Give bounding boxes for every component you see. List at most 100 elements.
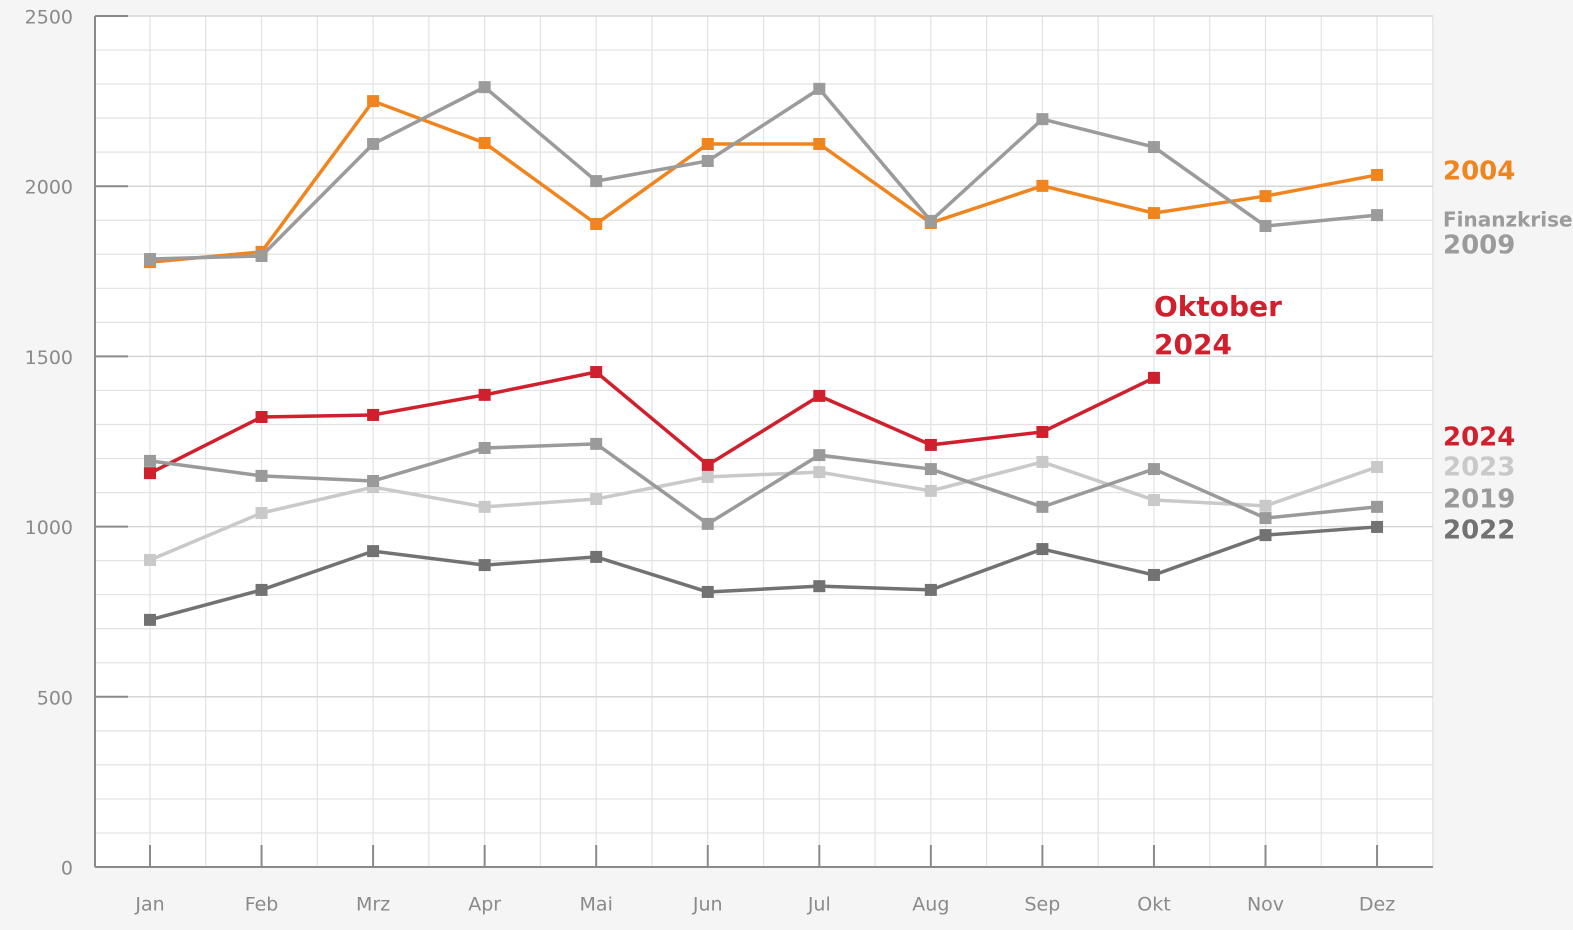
series-label: 2019 (1443, 485, 1515, 515)
x-tick-label: Aug (912, 894, 949, 916)
marker (255, 249, 268, 262)
marker (590, 550, 603, 563)
x-tick-label: Dez (1359, 894, 1395, 916)
marker (813, 466, 826, 479)
y-tick-label: 0 (61, 858, 73, 880)
marker (1036, 500, 1049, 513)
x-tick-label: Okt (1137, 894, 1170, 916)
marker (367, 408, 380, 421)
series-line (149, 98, 1378, 264)
x-tick-label: Mai (580, 894, 613, 916)
y-tick-label: 1000 (25, 517, 73, 539)
marker (144, 553, 156, 566)
annotation: Finanzkrise (1443, 208, 1573, 232)
marker (478, 500, 491, 513)
marker (478, 559, 491, 572)
series-label: 2004 (1443, 157, 1515, 187)
series-label: 2009 (1443, 231, 1515, 261)
marker (924, 484, 937, 497)
x-tick-label: Jan (134, 894, 164, 916)
marker (1371, 500, 1384, 513)
series-label: 2023 (1443, 453, 1515, 483)
marker (144, 467, 156, 480)
marker (701, 470, 714, 483)
marker (255, 583, 268, 596)
marker (590, 437, 603, 450)
marker (1036, 113, 1049, 126)
marker (924, 438, 937, 451)
marker (1371, 461, 1384, 474)
marker (813, 449, 826, 462)
y-tick-label: 1500 (25, 347, 73, 369)
x-tick-label: Sep (1024, 894, 1060, 916)
marker (813, 580, 826, 593)
marker (924, 463, 937, 476)
marker (478, 136, 491, 149)
series-line (149, 370, 1155, 475)
x-tick-label: Jun (692, 894, 723, 916)
marker (255, 410, 268, 423)
marker (1147, 463, 1160, 476)
series-line (149, 525, 1378, 622)
marker (1371, 520, 1384, 533)
annotation: Oktober (1154, 290, 1282, 323)
series-label: 2024 (1443, 423, 1515, 453)
x-tick-label: Mrz (356, 894, 390, 916)
marker (367, 474, 380, 487)
x-tick-label: Jul (807, 894, 831, 916)
marker (590, 175, 603, 188)
marker (1259, 190, 1272, 203)
marker (1036, 425, 1049, 438)
marker (478, 441, 491, 454)
marker (1259, 220, 1272, 233)
marker (1147, 207, 1160, 220)
x-tick-label: Feb (245, 894, 279, 916)
series-label: 2022 (1443, 516, 1515, 546)
marker (701, 458, 714, 471)
marker (144, 454, 156, 467)
marker (924, 583, 937, 596)
series-line (149, 442, 1378, 526)
marker (701, 585, 714, 598)
marker (367, 545, 380, 558)
y-tick-label: 2000 (25, 177, 73, 199)
y-tick-label: 500 (37, 687, 73, 709)
marker (1036, 543, 1049, 556)
annotation: 2024 (1154, 328, 1232, 361)
marker (1036, 179, 1049, 192)
marker (1036, 455, 1049, 468)
x-tick-label: Apr (468, 894, 501, 916)
marker (255, 506, 268, 519)
series-line (149, 460, 1378, 562)
marker (1147, 568, 1160, 581)
marker (590, 217, 603, 230)
x-tick-label: Nov (1247, 894, 1284, 916)
marker (1147, 494, 1160, 507)
marker (813, 82, 826, 95)
marker (1371, 168, 1384, 181)
marker (701, 155, 714, 168)
marker (813, 389, 826, 402)
series-line (149, 85, 1378, 261)
marker (590, 493, 603, 506)
marker (590, 366, 603, 379)
y-tick-label: 2500 (25, 7, 73, 29)
marker (367, 137, 380, 150)
marker (367, 95, 380, 108)
marker (1259, 529, 1272, 542)
marker (1147, 371, 1160, 384)
marker (813, 137, 826, 150)
marker (1147, 141, 1160, 154)
marker (1259, 499, 1272, 512)
marker (255, 469, 268, 482)
marker (1259, 512, 1272, 525)
marker (144, 253, 156, 266)
marker (478, 81, 491, 94)
marker (924, 214, 937, 227)
marker (701, 137, 714, 150)
marker (701, 517, 714, 530)
marker (478, 388, 491, 401)
marker (144, 613, 156, 626)
marker (1371, 209, 1384, 222)
